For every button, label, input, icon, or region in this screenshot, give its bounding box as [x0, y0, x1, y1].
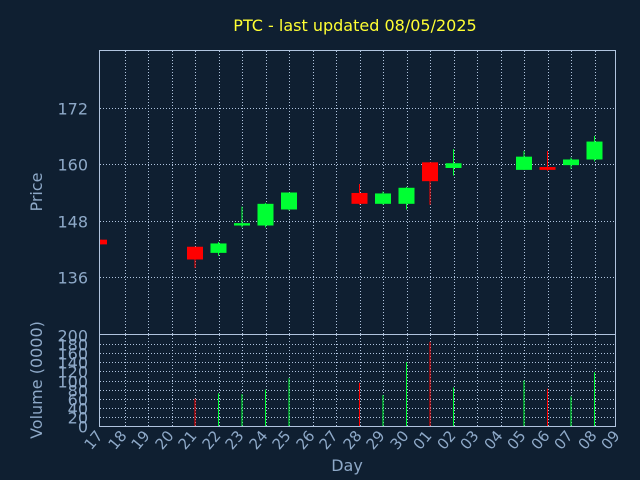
candle-body — [100, 239, 107, 245]
x-axis-ticks: 1718192021222324252627282930010203040506… — [81, 427, 624, 453]
candle-25 — [281, 192, 297, 211]
x-tick-label: 07 — [551, 427, 577, 453]
candle-23 — [234, 206, 250, 228]
volume-tick-label: 60 — [68, 391, 88, 410]
candle-01 — [422, 162, 438, 205]
candle-02 — [445, 149, 462, 176]
x-tick-label: 22 — [199, 427, 225, 453]
candle-28 — [351, 184, 368, 205]
x-tick-label: 21 — [175, 427, 201, 453]
x-tick-label: 23 — [222, 427, 248, 453]
price-grid — [100, 51, 616, 334]
candle-05 — [516, 150, 532, 170]
price-tick-label: 148 — [57, 213, 88, 232]
x-tick-label: 24 — [246, 427, 272, 453]
volume-tick-label: 80 — [68, 382, 88, 401]
candlestick-series — [100, 135, 603, 268]
candle-body — [210, 243, 227, 253]
x-tick-label: 03 — [457, 427, 483, 453]
price-plot-frame — [99, 50, 616, 335]
x-tick-label: 27 — [316, 427, 342, 453]
volume-tick-label: 0 — [78, 418, 88, 437]
candle-body — [422, 162, 438, 182]
price-tick-label: 136 — [57, 269, 88, 288]
price-y-ticks: 136 148 160 172 — [57, 100, 88, 288]
x-tick-label: 01 — [410, 427, 436, 453]
x-tick-label: 19 — [128, 427, 154, 453]
candle-body — [187, 246, 203, 260]
volume-tick-label: 20 — [68, 409, 88, 428]
volume-axis-label: Volume (0000) — [27, 321, 46, 439]
x-tick-label: 20 — [152, 427, 178, 453]
volume-tick-label: 40 — [68, 400, 88, 419]
x-axis-label: Day — [331, 456, 363, 475]
volume-tick-label: 160 — [57, 345, 88, 364]
chart-title: PTC - last updated 08/05/2025 — [233, 16, 476, 35]
x-tick-label: 18 — [105, 427, 131, 453]
candle-body — [375, 193, 391, 204]
volume-plot-frame — [99, 334, 616, 427]
candle-body — [586, 141, 603, 160]
candle-29 — [375, 191, 391, 205]
x-tick-label: 04 — [481, 427, 507, 453]
volume-tick-label: 200 — [57, 327, 88, 346]
candle-body — [234, 223, 250, 226]
x-tick-label: 02 — [434, 427, 460, 453]
candle-07 — [563, 157, 579, 169]
x-tick-label: 26 — [293, 427, 319, 453]
x-tick-label: 28 — [340, 427, 366, 453]
candle-17 — [100, 239, 107, 245]
volume-tick-label: 120 — [57, 363, 88, 382]
price-tick-label: 172 — [57, 100, 88, 119]
price-panel: 136 148 160 172 Price — [27, 50, 616, 335]
candle-body — [398, 187, 415, 204]
candle-body — [281, 192, 297, 210]
price-tick-label: 160 — [57, 156, 88, 175]
x-tick-label: 08 — [575, 427, 601, 453]
x-tick-label: 05 — [504, 427, 530, 453]
candle-body — [445, 163, 462, 168]
candle-21 — [187, 246, 203, 268]
x-tick-label: 29 — [363, 427, 389, 453]
candle-body — [516, 156, 532, 170]
candle-30 — [398, 186, 415, 210]
candle-body — [351, 192, 368, 204]
x-tick-label: 06 — [528, 427, 554, 453]
candle-body — [539, 167, 556, 170]
volume-tick-label: 180 — [57, 336, 88, 355]
candle-08 — [586, 135, 603, 162]
volume-grid — [100, 335, 616, 426]
candle-body — [257, 203, 274, 226]
volume-tick-label: 140 — [57, 354, 88, 373]
candle-22 — [210, 242, 227, 256]
x-tick-label: 09 — [598, 427, 624, 453]
price-axis-label: Price — [27, 172, 46, 211]
candle-body — [563, 159, 579, 166]
candle-24 — [257, 202, 274, 228]
volume-tick-label: 100 — [57, 373, 88, 392]
candle-06 — [539, 150, 556, 171]
volume-series — [194, 341, 595, 426]
x-tick-label: 30 — [387, 427, 413, 453]
x-tick-label: 25 — [269, 427, 295, 453]
